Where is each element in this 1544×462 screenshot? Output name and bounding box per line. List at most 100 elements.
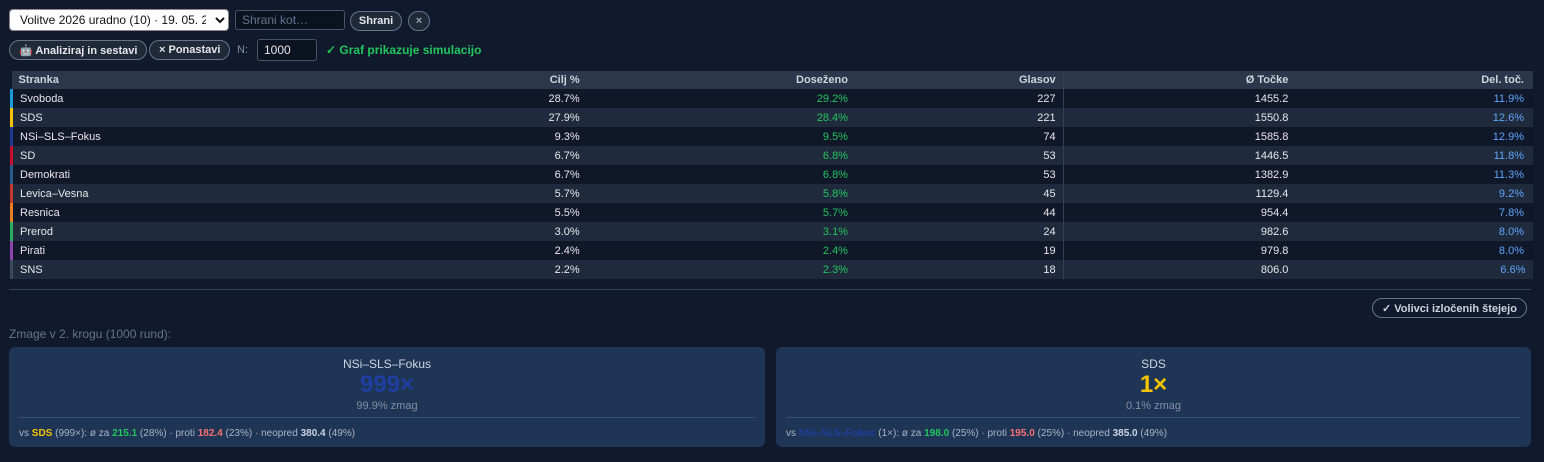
scenario-select[interactable]: Volitve 2026 uradno (10) · 19. 05. 26	[9, 9, 229, 31]
opponent-count: (999×): ø za	[55, 428, 110, 439]
table-cell: 9.5%	[586, 127, 855, 146]
card-title: SDS	[1141, 357, 1166, 371]
divider	[9, 289, 1531, 290]
column-header: Doseženo	[586, 71, 855, 89]
table-cell: Prerod	[9, 222, 403, 241]
table-cell: 954.4	[1062, 203, 1296, 222]
table-cell: 979.8	[1062, 241, 1296, 260]
undecided-share: (49%)	[1140, 428, 1168, 439]
table-cell: Svoboda	[9, 89, 403, 108]
analyze-button[interactable]: 🤖 Analiziraj in sestavi	[9, 40, 148, 60]
table-cell: 45	[854, 184, 1064, 203]
table-cell: Pirati	[9, 241, 403, 260]
undecided-value: 380.4	[300, 428, 326, 439]
table-cell: 5.5%	[402, 203, 587, 222]
table-row: Pirati 2.4% 2.4% 19 979.8 8.0%	[9, 241, 1533, 260]
card-footer: vs NSi–SLS–Fokus (1×): ø za 198.0 (25%) …	[786, 417, 1521, 439]
table-cell: 6.6%	[1295, 260, 1533, 279]
table-cell: 29.2%	[586, 89, 855, 108]
close-button[interactable]: ×	[408, 11, 430, 31]
table-cell: 27.9%	[402, 108, 587, 127]
status-text: ✓ Graf prikazuje simulacijo	[326, 43, 482, 57]
table-cell: SNS	[9, 260, 403, 279]
undecided-share: (49%)	[328, 428, 356, 439]
table-cell: 8.0%	[1295, 241, 1533, 260]
table-cell: 11.8%	[1295, 146, 1533, 165]
table-cell: 6.7%	[402, 146, 587, 165]
against-share: (23%) · neopred	[225, 428, 298, 439]
column-header: Cilj %	[402, 71, 587, 89]
card-title: NSi–SLS–Fokus	[342, 357, 432, 371]
table-cell: 8.0%	[1295, 222, 1533, 241]
n-label: N:	[237, 44, 248, 56]
table-cell: 7.8%	[1295, 203, 1533, 222]
for-value: 215.1	[112, 428, 138, 439]
card-share: 99.9% zmag	[356, 400, 418, 412]
table-row: Svoboda 28.7% 29.2% 227 1455.2 11.9%	[9, 89, 1533, 108]
table-cell: NSi–SLS–Fokus	[9, 127, 403, 146]
table-row: SNS 2.2% 2.3% 18 806.0 6.6%	[9, 260, 1533, 279]
table-cell: 6.8%	[586, 146, 855, 165]
table-row: SDS 27.9% 28.4% 221 1550.8 12.6%	[9, 108, 1533, 127]
save-button[interactable]: Shrani	[350, 11, 402, 31]
card-footer: vs SDS (999×): ø za 215.1 (28%) · proti …	[19, 417, 755, 439]
table-cell: 1382.9	[1062, 165, 1296, 184]
table-cell: 1455.2	[1062, 89, 1296, 108]
column-header: Ø Točke	[1062, 71, 1296, 89]
table-cell: 18	[854, 260, 1064, 279]
table-cell: Demokrati	[9, 165, 403, 184]
results-table: Stranka Cilj % Doseženo Glasov Ø Točke Del. t…	[9, 71, 1534, 279]
table-cell: 12.9%	[1295, 127, 1533, 146]
table-cell: 5.7%	[402, 184, 587, 203]
table-cell: Levica–Vesna	[9, 184, 403, 203]
table-cell: 12.6%	[1295, 108, 1533, 127]
table-cell: SD	[9, 146, 403, 165]
opponent-count: (1×): ø za	[878, 428, 922, 439]
against-value: 195.0	[1009, 428, 1035, 439]
header-row: Stranka Cilj % Doseženo Glasov Ø Točke Del. t…	[11, 71, 1533, 89]
table-cell: 44	[854, 203, 1064, 222]
table-cell: 227	[854, 89, 1064, 108]
table-cell: 2.4%	[402, 241, 587, 260]
table-cell: 24	[854, 222, 1064, 241]
table-cell: 53	[854, 165, 1064, 184]
table-row: Prerod 3.0% 3.1% 24 982.6 8.0%	[9, 222, 1533, 241]
table-cell: 5.8%	[586, 184, 855, 203]
vs-label: vs	[786, 428, 796, 439]
table-cell: 3.0%	[402, 222, 587, 241]
table-cell: 2.4%	[586, 241, 855, 260]
round-card: NSi–SLS–Fokus 999× 99.9% zmag vs SDS (999×)…	[9, 347, 765, 447]
table-cell: 74	[854, 127, 1064, 146]
table-cell: 1585.8	[1062, 127, 1296, 146]
table-cell: 2.2%	[402, 260, 587, 279]
against-value: 182.4	[197, 428, 223, 439]
vs-label: vs	[19, 428, 29, 439]
table-row: SD 6.7% 6.8% 53 1446.5 11.8%	[9, 146, 1533, 165]
table-row: Resnica 5.5% 5.7% 44 954.4 7.8%	[9, 203, 1533, 222]
card-count: 999×	[359, 371, 415, 398]
for-value: 198.0	[924, 428, 950, 439]
column-header: Glasov	[854, 71, 1064, 89]
round-card: SDS 1× 0.1% zmag vs NSi–SLS–Fokus (1×): ø z…	[776, 347, 1531, 447]
table-cell: 6.8%	[586, 165, 855, 184]
card-count: 1×	[1139, 371, 1168, 398]
reset-button[interactable]: × Ponastavi	[149, 40, 231, 60]
against-share: (25%) · neopred	[1037, 428, 1110, 439]
table-row: NSi–SLS–Fokus 9.3% 9.5% 74 1585.8 12.9%	[9, 127, 1533, 146]
opponent-name: NSi–SLS–Fokus	[798, 428, 876, 439]
table-cell: 28.4%	[586, 108, 855, 127]
rounds-label: Zmage v 2. krogu (1000 rund):	[9, 327, 172, 341]
table-cell: 6.7%	[402, 165, 587, 184]
card-share: 0.1% zmag	[1125, 400, 1182, 412]
for-share: (28%) · proti	[139, 428, 195, 439]
table-cell: 9.3%	[402, 127, 587, 146]
table-cell: 3.1%	[586, 222, 855, 241]
toggle-button[interactable]: ✓ Volivci izločenih štejejo	[1372, 298, 1527, 318]
save-name-input[interactable]	[235, 10, 345, 30]
n-input[interactable]	[257, 39, 317, 61]
for-share: (25%) · proti	[951, 428, 1007, 439]
column-header: Stranka	[11, 71, 403, 89]
table-cell: SDS	[9, 108, 403, 127]
table-cell: 806.0	[1062, 260, 1296, 279]
